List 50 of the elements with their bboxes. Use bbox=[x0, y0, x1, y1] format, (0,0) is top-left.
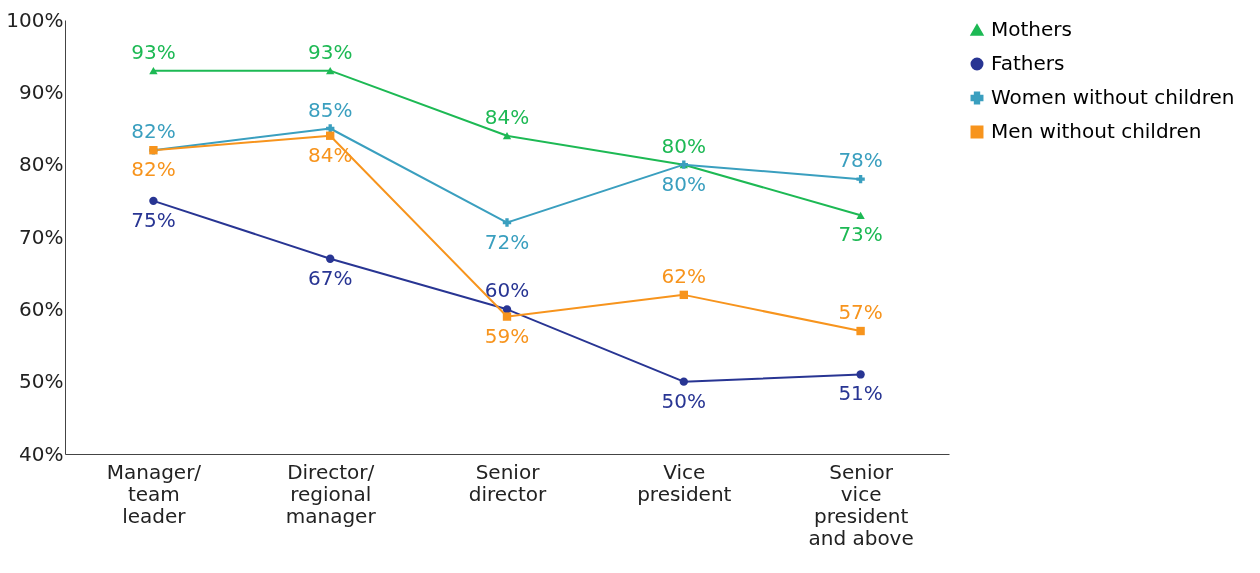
data-label: 78% bbox=[838, 148, 883, 173]
point bbox=[856, 174, 865, 184]
point bbox=[679, 290, 688, 300]
y-tick-label: 80% bbox=[19, 152, 64, 177]
data-label: 80% bbox=[661, 133, 707, 158]
data-label: 73% bbox=[838, 222, 883, 247]
x-tick-label: Director/ regional manager bbox=[285, 459, 377, 528]
y-tick-label: 60% bbox=[19, 296, 64, 321]
x-tick-label: Vice president bbox=[637, 459, 732, 506]
data-label: 59% bbox=[484, 323, 530, 348]
point bbox=[326, 131, 335, 140]
point bbox=[856, 211, 865, 219]
point bbox=[502, 218, 512, 227]
legend-label: Men without children bbox=[991, 119, 1202, 143]
data-label: 93% bbox=[131, 39, 176, 64]
x-tick-label: Manager/ team leader bbox=[106, 459, 202, 528]
x-tick-label: Senior vice president and above bbox=[808, 459, 914, 550]
point bbox=[326, 254, 335, 263]
point bbox=[856, 326, 865, 336]
y-tick-label: 40% bbox=[19, 441, 64, 466]
data-label: 62% bbox=[661, 263, 707, 288]
data-label: 75% bbox=[131, 207, 176, 232]
point bbox=[856, 370, 865, 379]
point bbox=[149, 67, 158, 75]
data-label: 80% bbox=[661, 171, 707, 196]
data-label: 72% bbox=[484, 229, 530, 254]
y-tick-label: 100% bbox=[6, 7, 64, 32]
data-label: 85% bbox=[307, 97, 353, 122]
point bbox=[326, 67, 335, 75]
point bbox=[502, 312, 512, 321]
point bbox=[149, 196, 158, 206]
data-label: 67% bbox=[307, 265, 353, 290]
data-label: 82% bbox=[131, 119, 176, 144]
y-tick-label: 70% bbox=[19, 224, 64, 249]
x-tick-label: Senior director bbox=[468, 459, 548, 506]
data-label: 57% bbox=[838, 300, 883, 325]
data-label: 82% bbox=[131, 157, 176, 182]
point bbox=[679, 377, 688, 386]
y-tick-label: 50% bbox=[19, 369, 64, 394]
data-label: 51% bbox=[838, 381, 883, 406]
data-label: 84% bbox=[307, 142, 353, 167]
legend-label: Women without children bbox=[991, 85, 1235, 109]
point bbox=[502, 132, 512, 140]
data-label: 84% bbox=[484, 104, 530, 129]
data-label: 50% bbox=[661, 388, 707, 413]
data-label: 60% bbox=[484, 278, 530, 303]
data-label: 93% bbox=[307, 39, 353, 64]
y-tick-label: 90% bbox=[19, 79, 64, 104]
legend-label: Fathers bbox=[991, 51, 1065, 75]
legend-label: Mothers bbox=[991, 17, 1072, 41]
